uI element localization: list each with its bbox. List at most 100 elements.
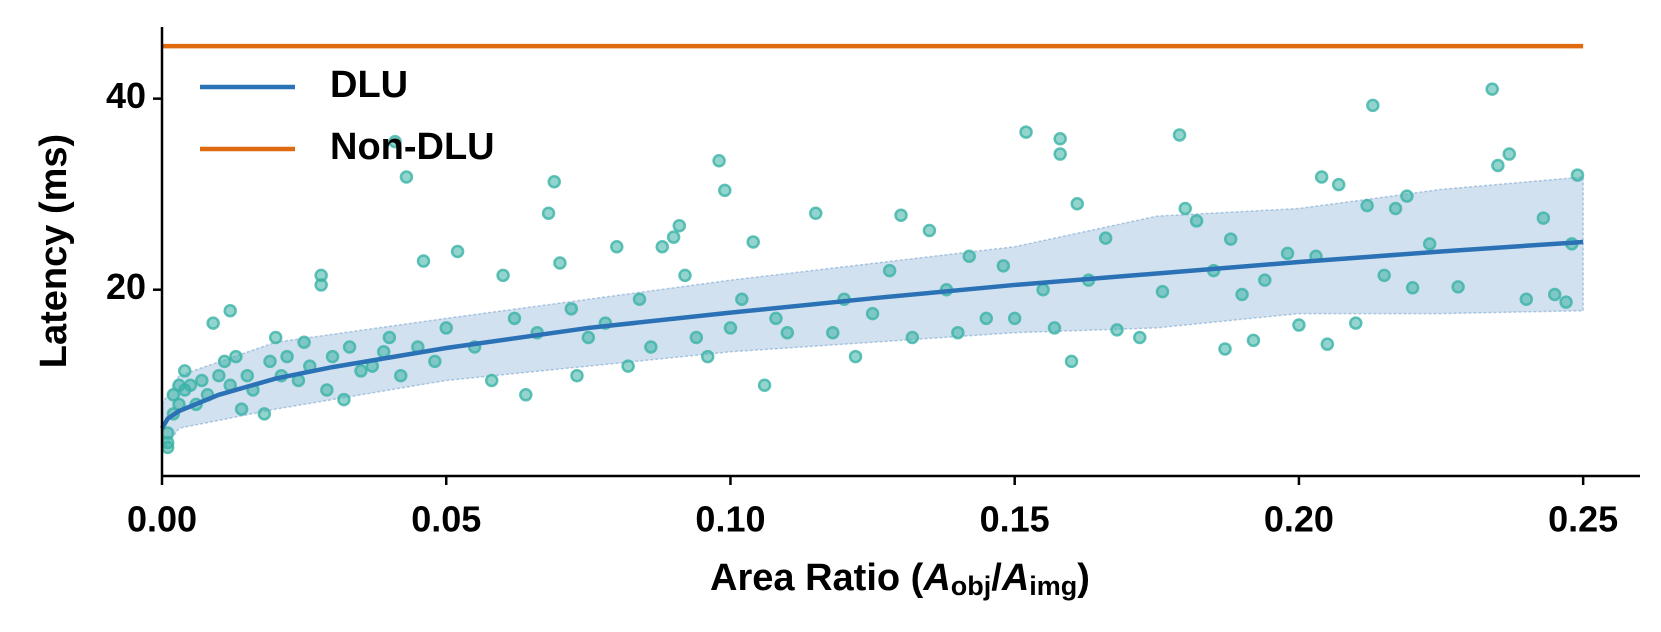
scatter-point xyxy=(1053,132,1067,146)
scatter-point xyxy=(160,440,175,455)
scatter-point xyxy=(268,330,283,345)
scatter-point xyxy=(666,230,681,244)
scatter-point xyxy=(689,330,704,345)
scatter-point xyxy=(1559,295,1573,309)
scatter-point xyxy=(297,335,311,350)
x-label-part: img xyxy=(1029,571,1077,601)
scatter-point xyxy=(1314,170,1329,184)
x-label-part: A xyxy=(1001,557,1029,599)
x-label-part: A xyxy=(922,557,950,599)
scatter-point xyxy=(581,330,596,345)
x-tick-label: 0.00 xyxy=(127,499,197,540)
scatter-point xyxy=(735,292,749,307)
scatter-point xyxy=(1053,147,1067,161)
scatter-point xyxy=(621,359,635,373)
x-tick-label: 0.15 xyxy=(980,499,1050,540)
scatter-point xyxy=(263,354,277,369)
scatter-point xyxy=(718,183,732,198)
scatter-point xyxy=(206,316,220,330)
y-tick-label: 40 xyxy=(106,75,146,116)
scatter-point xyxy=(632,292,647,307)
scatter-point xyxy=(1064,354,1079,369)
scatter-point xyxy=(183,378,198,392)
scatter-point xyxy=(541,206,556,221)
x-tick-label: 0.20 xyxy=(1264,499,1334,540)
scatter-point xyxy=(610,239,624,254)
scatter-point xyxy=(257,407,272,421)
scatter-point xyxy=(1133,330,1147,345)
scatter-point xyxy=(808,206,823,221)
scatter-point xyxy=(678,268,692,283)
scatter-point xyxy=(394,368,408,383)
x-label-part: ) xyxy=(1077,557,1090,599)
scatter-point xyxy=(342,340,357,354)
scatter-point xyxy=(865,306,880,321)
scatter-point xyxy=(746,235,760,249)
scatter-point xyxy=(354,364,368,378)
scatter-point xyxy=(507,311,522,326)
scatter-point xyxy=(962,249,976,264)
scatter-point xyxy=(217,354,232,369)
scatter-point xyxy=(996,259,1011,273)
scatter-point xyxy=(1047,321,1062,335)
scatter-point xyxy=(1070,196,1084,211)
scatter-point xyxy=(712,153,726,168)
scatter-point xyxy=(1451,280,1465,294)
scatter-point xyxy=(1547,287,1562,302)
scatter-point xyxy=(484,373,499,388)
scatter-point xyxy=(1377,268,1391,283)
scatter-point xyxy=(1491,158,1505,173)
scatter-point xyxy=(240,368,255,383)
scatter-point xyxy=(1331,177,1346,192)
scatter-point xyxy=(1189,214,1204,228)
scatter-point xyxy=(757,378,772,392)
scatter-point xyxy=(280,349,294,364)
scatter-point xyxy=(195,373,209,388)
scatter-point xyxy=(1280,246,1295,261)
scatter-point xyxy=(769,311,783,326)
scatter-point xyxy=(337,392,351,407)
scatter-point xyxy=(1246,333,1261,348)
scatter-point xyxy=(1349,316,1363,330)
scatter-point xyxy=(439,321,453,335)
scatter-point xyxy=(450,244,465,259)
scatter-point xyxy=(979,311,994,326)
scatter-point xyxy=(564,302,579,316)
legend-label: DLU xyxy=(330,64,408,106)
scatter-point xyxy=(1110,323,1124,337)
x-tick-label: 0.10 xyxy=(695,499,765,540)
x-label-part: / xyxy=(991,557,1002,599)
scatter-point xyxy=(1155,284,1170,299)
scatter-point xyxy=(848,349,863,364)
scatter-point xyxy=(1320,337,1335,351)
x-tick-label: 0.25 xyxy=(1548,499,1618,540)
scatter-point xyxy=(1400,189,1414,203)
scatter-point xyxy=(1360,198,1374,213)
scatter-point xyxy=(672,218,687,233)
scatter-point xyxy=(700,349,715,364)
scatter-point xyxy=(1218,342,1232,356)
scatter-point xyxy=(644,340,658,354)
scatter-point xyxy=(655,239,669,254)
x-axis-label: Area Ratio (Aobj/Aimg) xyxy=(710,557,1090,601)
scatter-point xyxy=(905,330,920,345)
scatter-point xyxy=(325,349,340,364)
x-label-part: Area Ratio ( xyxy=(710,557,924,599)
scatter-point xyxy=(166,388,181,402)
scatter-point xyxy=(314,268,328,283)
scatter-point xyxy=(547,175,561,189)
scatter-point xyxy=(388,134,402,149)
scatter-point xyxy=(723,321,738,335)
scatter-point xyxy=(553,256,567,270)
scatter-point xyxy=(223,303,237,318)
series-line xyxy=(160,239,1584,430)
scatter-point xyxy=(229,349,243,364)
scatter-point xyxy=(1366,98,1380,113)
scatter-point xyxy=(894,208,908,222)
scatter-point xyxy=(177,364,192,378)
scatter-point xyxy=(1536,211,1551,225)
scatter-point xyxy=(1235,287,1249,302)
scatter-point xyxy=(1485,82,1499,96)
scatter-point xyxy=(1258,273,1272,287)
